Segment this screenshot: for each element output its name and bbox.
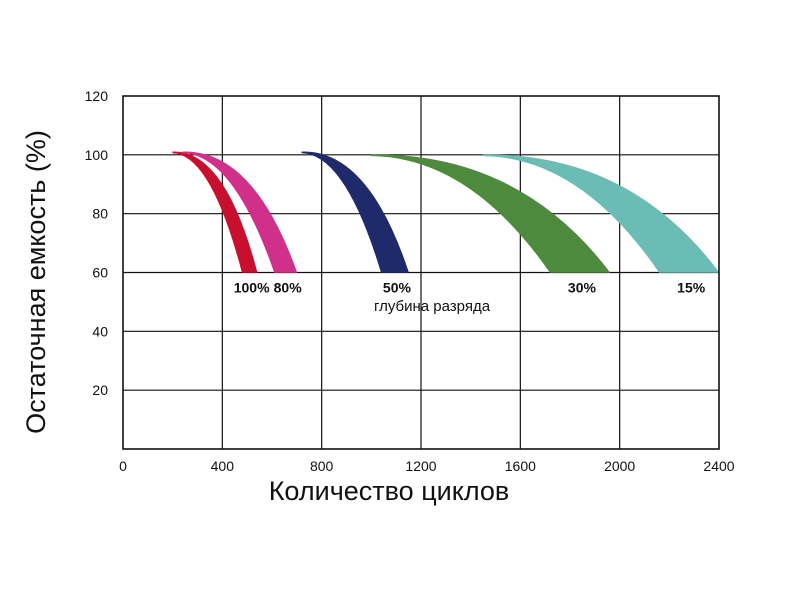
band-100pct [172, 151, 258, 273]
band-80pct [182, 151, 298, 273]
band-label: 30% [568, 280, 597, 296]
band-label: 100% [234, 280, 270, 296]
y-tick-label: 40 [92, 323, 108, 339]
x-tick-label: 2000 [604, 458, 635, 474]
plot-frame [122, 95, 720, 450]
y-tick-label: 20 [92, 382, 108, 398]
x-tick-label: 2400 [703, 458, 734, 474]
band-label: 50% [383, 280, 412, 296]
discharge-depth-bands [172, 151, 720, 273]
y-tick-label: 120 [85, 88, 109, 104]
x-tick-label: 800 [310, 458, 334, 474]
depth-annotation: глубина разряда [374, 298, 491, 315]
band-15pct [482, 154, 720, 273]
band-30pct [371, 154, 611, 273]
band-50pct [301, 151, 409, 273]
y-tick-label: 100 [85, 147, 109, 163]
y-axis-title: Остаточная емкость (%) [21, 130, 51, 434]
y-tick-label: 60 [92, 265, 108, 281]
band-label: 80% [274, 280, 303, 296]
y-tick-labels: 20 40 60 80 100 120 [85, 88, 109, 398]
x-tick-label: 400 [211, 458, 235, 474]
y-tick-label: 80 [92, 206, 108, 222]
x-tick-label: 0 [119, 458, 127, 474]
band-label: 15% [677, 280, 706, 296]
x-tick-label: 1200 [405, 458, 436, 474]
x-tick-label: 1600 [505, 458, 536, 474]
band-labels: 100% 80% 50% 30% 15% [234, 280, 706, 296]
x-tick-labels: 0 400 800 1200 1600 2000 2400 [119, 458, 735, 474]
x-axis-title: Количество циклов [269, 476, 510, 506]
grid [123, 96, 719, 449]
